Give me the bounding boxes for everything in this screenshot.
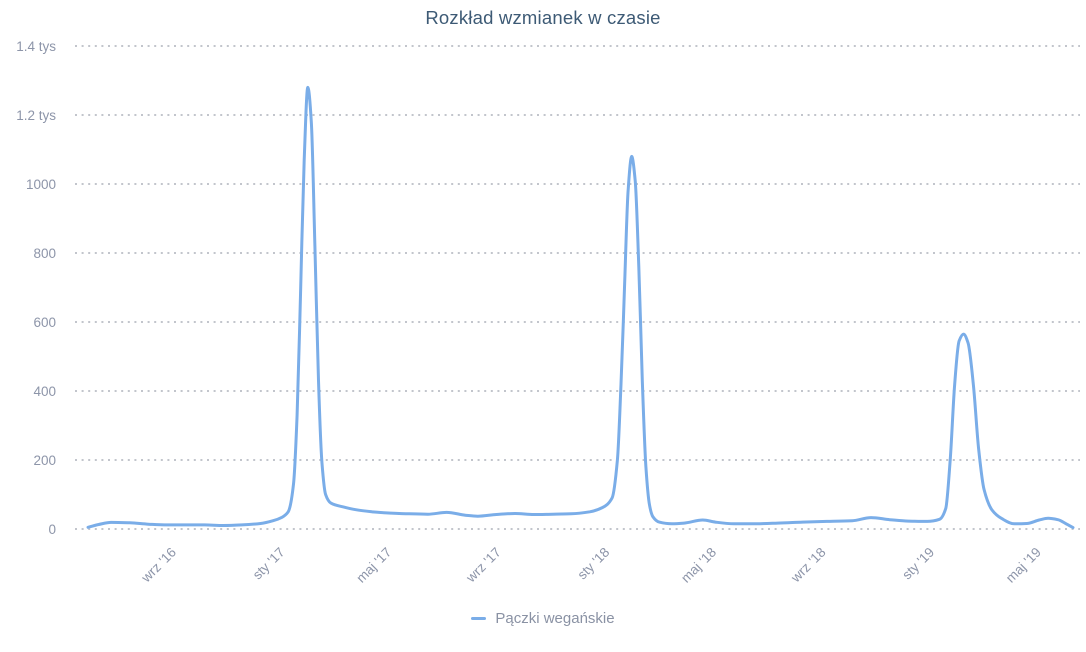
y-axis-label: 400 xyxy=(33,384,56,399)
legend-line-swatch-icon xyxy=(471,617,487,620)
x-axis-label: sty '18 xyxy=(575,545,613,583)
chart-title: Rozkład wzmianek w czasie xyxy=(425,7,661,28)
y-axis-label: 0 xyxy=(48,522,56,537)
x-axis-label: wrz '17 xyxy=(463,545,504,586)
chart-legend: Pączki wegańskie xyxy=(0,610,1086,627)
legend-item-paczki-weganskie[interactable]: Pączki wegańskie xyxy=(471,610,615,627)
x-axis-label: sty '17 xyxy=(250,545,288,583)
y-axis-label: 1.4 tys xyxy=(16,39,56,54)
x-axis-label: wrz '18 xyxy=(787,545,828,586)
series-line-paczki-weganskie xyxy=(86,85,1075,530)
x-axis-label: maj '19 xyxy=(1003,545,1044,586)
legend-label: Pączki wegańskie xyxy=(495,610,615,627)
x-axis-label: maj '17 xyxy=(353,545,394,586)
x-axis-label: wrz '16 xyxy=(138,545,179,586)
x-axis-label: maj '18 xyxy=(678,545,719,586)
y-axis-label: 200 xyxy=(33,453,56,468)
x-axis-label: sty '19 xyxy=(899,545,937,583)
y-axis-label: 1.2 tys xyxy=(16,108,56,123)
y-axis-label: 800 xyxy=(33,246,56,261)
y-axis-label: 600 xyxy=(33,315,56,330)
y-axis-label: 1000 xyxy=(26,177,56,192)
